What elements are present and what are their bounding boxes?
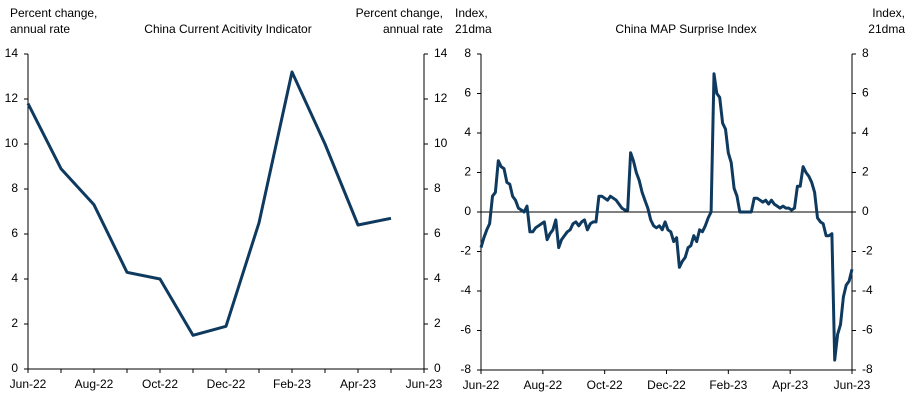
y2-tick-label: 8 xyxy=(434,181,441,195)
y2-tick-label: 6 xyxy=(434,226,441,240)
y-tick-label: 0 xyxy=(11,361,18,375)
y2-tick-label: 0 xyxy=(862,204,869,218)
x-tick-label: Jun-23 xyxy=(406,377,443,391)
y-axis-label: 21dma xyxy=(455,22,492,36)
y-tick-label: 4 xyxy=(11,271,18,285)
y-tick-label: 4 xyxy=(464,125,471,139)
y2-tick-label: 4 xyxy=(862,125,869,139)
x-tick-label: Jun-22 xyxy=(10,377,47,391)
y-axis-label: Index, xyxy=(455,6,488,20)
y2-tick-label: 8 xyxy=(862,46,869,60)
y-tick-label: 2 xyxy=(464,165,471,179)
x-tick-label: Jun-22 xyxy=(463,378,500,392)
y2-tick-label: 4 xyxy=(434,271,441,285)
chart-title: China MAP Surprise Index xyxy=(615,22,756,36)
y2-axis-label: 21dma xyxy=(868,22,905,36)
y2-axis-label: Percent change, xyxy=(356,6,443,20)
y2-tick-label: 12 xyxy=(434,91,448,105)
x-tick-label: Aug-22 xyxy=(523,378,562,392)
x-tick-label: Feb-23 xyxy=(709,378,747,392)
y-tick-label: 6 xyxy=(464,86,471,100)
y2-tick-label: 10 xyxy=(434,136,448,150)
x-tick-label: Aug-22 xyxy=(75,377,114,391)
y2-tick-label: 14 xyxy=(434,46,448,60)
y2-axis-label: Index, xyxy=(872,6,905,20)
y-axis-label: Percent change, xyxy=(10,6,97,20)
x-tick-label: Jun-23 xyxy=(834,378,871,392)
y2-tick-label: -8 xyxy=(862,362,873,376)
y-tick-label: 12 xyxy=(5,91,19,105)
y-tick-label: -2 xyxy=(460,244,471,258)
x-tick-label: Dec-22 xyxy=(207,377,246,391)
y-tick-label: -8 xyxy=(460,362,471,376)
y2-tick-label: 0 xyxy=(434,361,441,375)
y-tick-label: 14 xyxy=(5,46,19,60)
y-tick-label: -6 xyxy=(460,323,471,337)
y2-tick-label: 2 xyxy=(434,316,441,330)
y2-tick-label: -6 xyxy=(862,323,873,337)
data-line xyxy=(479,72,854,362)
y-tick-label: 10 xyxy=(5,136,19,150)
x-tick-label: Oct-22 xyxy=(587,378,623,392)
y-axis-label: annual rate xyxy=(10,22,70,36)
x-tick-label: Dec-22 xyxy=(647,378,686,392)
y2-tick-label: -2 xyxy=(862,244,873,258)
x-tick-label: Oct-22 xyxy=(142,377,178,391)
x-tick-label: Apr-23 xyxy=(772,378,808,392)
y-tick-label: 2 xyxy=(11,316,18,330)
data-line xyxy=(26,70,392,337)
y-tick-label: -4 xyxy=(460,283,471,297)
x-tick-label: Apr-23 xyxy=(340,377,376,391)
y2-tick-label: 2 xyxy=(862,165,869,179)
chart-title: China Current Acitivity Indicator xyxy=(144,22,311,36)
y2-axis-label: annual rate xyxy=(383,22,443,36)
x-tick-label: Feb-23 xyxy=(273,377,311,391)
y-tick-label: 0 xyxy=(464,204,471,218)
y-tick-label: 6 xyxy=(11,226,18,240)
y-tick-label: 8 xyxy=(464,46,471,60)
y2-tick-label: 6 xyxy=(862,86,869,100)
y-tick-label: 8 xyxy=(11,181,18,195)
y2-tick-label: -4 xyxy=(862,283,873,297)
